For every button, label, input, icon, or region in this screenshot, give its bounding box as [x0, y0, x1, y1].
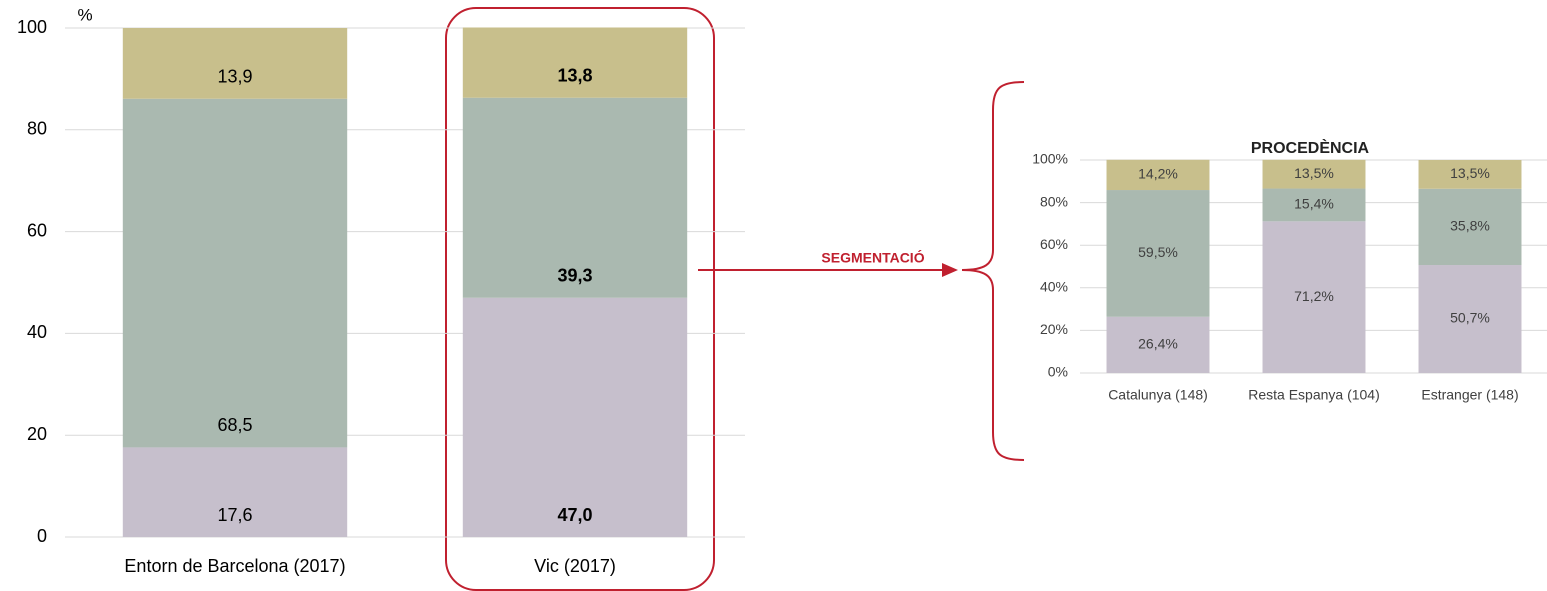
- x-tick-label: Vic (2017): [534, 556, 616, 576]
- data-label: 68,5: [217, 415, 252, 435]
- bar-segment: [122, 28, 348, 99]
- data-label: 15,4%: [1294, 196, 1334, 212]
- highlight-box: [445, 7, 715, 591]
- bar-segment: [122, 447, 348, 537]
- y-tick-label: 80%: [1040, 193, 1068, 209]
- y-tick-label: 60: [27, 220, 47, 240]
- annotation: SEGMENTACIÓ: [821, 249, 924, 266]
- x-tick-label: Resta Espanya (104): [1248, 387, 1380, 403]
- y-unit-label: %: [77, 5, 92, 24]
- x-tick-label: Estranger (148): [1421, 387, 1518, 403]
- data-label: 13,5%: [1450, 165, 1490, 181]
- y-tick-label: 20%: [1040, 321, 1068, 337]
- bar-segment: [1418, 160, 1522, 189]
- data-label: 13,8: [557, 65, 592, 85]
- y-tick-label: 40%: [1040, 279, 1068, 295]
- data-label: 13,9: [217, 67, 252, 87]
- data-label: 35,8%: [1450, 218, 1490, 234]
- y-tick-label: 0: [37, 526, 47, 546]
- data-label: 13,5%: [1294, 165, 1334, 181]
- data-label: 17,6: [217, 505, 252, 525]
- data-label: 50,7%: [1450, 310, 1490, 326]
- y-tick-label: 100: [17, 17, 47, 37]
- data-label: 47,0: [557, 505, 592, 525]
- bar-segment: [1106, 159, 1210, 191]
- data-label: 71,2%: [1294, 288, 1334, 304]
- y-tick-label: 0%: [1048, 364, 1068, 380]
- bar-segment: [462, 297, 688, 537]
- y-tick-label: 20: [27, 424, 47, 444]
- data-label: 59,5%: [1138, 244, 1178, 260]
- y-tick-label: 60%: [1040, 236, 1068, 252]
- bar-segment: [1418, 265, 1522, 373]
- bar-segment: [1262, 221, 1366, 373]
- y-tick-label: 40: [27, 322, 47, 342]
- bar-segment: [1106, 190, 1210, 317]
- chart-title: PROCEDÈNCIA: [1251, 138, 1370, 157]
- arrow-head: [942, 263, 958, 277]
- data-label: 39,3: [557, 266, 592, 286]
- x-tick-label: Entorn de Barcelona (2017): [124, 556, 345, 576]
- data-label: 26,4%: [1138, 336, 1178, 352]
- brace: [961, 81, 1025, 461]
- bar-segment: [1262, 188, 1366, 222]
- y-tick-label: 100%: [1032, 151, 1068, 167]
- data-label: 14,2%: [1138, 166, 1178, 182]
- bar-segment: [462, 27, 688, 98]
- bar-segment: [1262, 159, 1366, 189]
- bar-segment: [1106, 316, 1210, 373]
- bar-segment: [122, 98, 348, 448]
- x-tick-label: Catalunya (148): [1108, 387, 1208, 403]
- y-tick-label: 80: [27, 119, 47, 139]
- bar-segment: [462, 97, 688, 298]
- bar-segment: [1418, 188, 1522, 266]
